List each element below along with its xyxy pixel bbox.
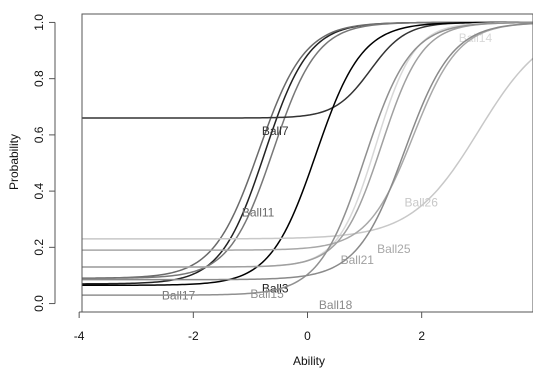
y-tick-label: 0.2	[32, 239, 46, 256]
curve-ball15	[82, 21, 533, 296]
curve-ball21	[82, 21, 533, 268]
x-tick-label: 0	[304, 329, 311, 343]
y-tick-label: 1.0	[32, 14, 46, 31]
curve-ball25	[82, 22, 533, 251]
curve-ball5	[82, 21, 533, 287]
x-tick-label: 2	[418, 329, 425, 343]
x-tick-label: -4	[74, 329, 85, 343]
y-axis-title: Probability	[7, 134, 21, 190]
curve-label-ball15: Ball15	[250, 287, 284, 301]
curve-label-ball11: Ball11	[242, 205, 275, 219]
y-tick-label: 0.6	[32, 126, 46, 143]
y-tick-label: 0.0	[32, 295, 46, 312]
plot-layer: Ball3Ball11Ball17Ball7Ball14Ball26Ball25…	[81, 21, 533, 312]
axes-layer: -4 -2 0 2 0.0 0.2 0.4 0.6 0.8 1.0	[32, 13, 533, 343]
y-tick-label: 0.8	[32, 70, 46, 87]
curve-label-ball25: Ball25	[377, 242, 411, 256]
curve-label-ball7: Ball7	[262, 124, 289, 138]
curve-label-ball18: Ball18	[319, 298, 353, 312]
x-tick-label: -2	[188, 329, 199, 343]
curve-ball18	[82, 22, 533, 281]
curve-label-ball26: Ball26	[405, 196, 439, 210]
x-axis-title: Ability	[293, 354, 325, 368]
y-tick-label: 0.4	[32, 182, 46, 199]
curve-ball26	[82, 57, 533, 240]
